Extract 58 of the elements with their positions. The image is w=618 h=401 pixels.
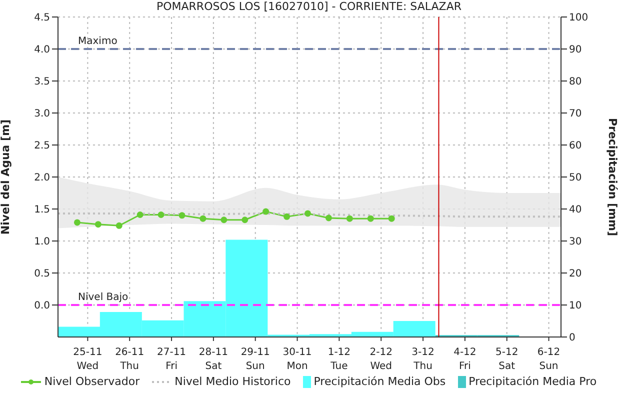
y-tick-label: 2.0 — [34, 172, 50, 184]
point — [94, 221, 102, 228]
y2-tick-label: 50 — [569, 172, 582, 184]
x-tick-label: 3-12 Thu — [412, 347, 434, 372]
y2-tick-label: 20 — [569, 268, 582, 280]
y-tick-label: 3.5 — [34, 76, 50, 88]
point — [304, 210, 312, 217]
legend-label: Nivel Medio Historico — [174, 375, 291, 388]
y-tick-label: 2.5 — [34, 140, 50, 152]
point — [136, 212, 144, 218]
point — [346, 215, 353, 222]
point — [262, 208, 270, 215]
point — [200, 215, 206, 222]
point — [116, 222, 122, 229]
point — [367, 215, 374, 222]
y-tick-label: 0.0 — [34, 300, 50, 312]
x-tick-label: 30-11 Mon — [282, 347, 312, 372]
x-tick-label: 2-12 Wed — [370, 347, 392, 372]
y2-tick-label: 80 — [569, 76, 582, 88]
y2-tick-label: 90 — [569, 44, 582, 56]
x-tick-label: 5-12 Sat — [496, 347, 518, 372]
y-tick-label: 4.0 — [34, 44, 50, 56]
y-axis-title: Nivel del Agua [m] — [0, 119, 12, 235]
point — [388, 215, 395, 222]
x-tick-label: 25-11 Wed — [73, 347, 102, 372]
y2-tick-label: 0 — [569, 332, 576, 344]
y2-tick-label: 10 — [569, 300, 582, 312]
y-tick-label: 1.5 — [34, 204, 50, 216]
y-tick-label: 1.0 — [34, 236, 50, 248]
x-tick-label: 28-11 Sat — [198, 347, 228, 372]
y-tick-label: 3.0 — [34, 108, 50, 120]
point — [325, 214, 332, 222]
legend-label: Precipitación Media Obs — [314, 375, 446, 388]
point — [178, 212, 186, 219]
chart-title: POMARROSOS LOS [16027010] - CORRIENTE: SALAZAR — [155, 0, 463, 13]
point — [284, 213, 290, 220]
point — [74, 219, 80, 226]
point — [242, 216, 248, 224]
x-tick-label: 26-11 Thu — [115, 347, 144, 372]
legend-label: Nivel Observador — [44, 375, 140, 388]
x-tick-label: 1-12 Tue — [328, 347, 351, 372]
point — [158, 212, 164, 218]
y2-tick-label: 60 — [569, 140, 582, 152]
legend-label: Precipitación Media Pro — [468, 375, 597, 388]
x-tick-label: 29-11 Sun — [240, 347, 270, 372]
y2-axis-title: Precipitación [mm] — [606, 118, 618, 236]
y-tick-label: 4.5 — [34, 12, 50, 24]
ref-line-label: Nivel Bajo — [78, 292, 128, 303]
y2-tick-label: 40 — [569, 204, 582, 216]
x-tick-label: 4-12 Fri — [454, 347, 476, 372]
ref-line-label: Maximo — [78, 36, 118, 47]
x-tick-label: 27-11 Fri — [156, 347, 186, 372]
y-tick-label: 0.5 — [34, 268, 50, 280]
y2-tick-label: 70 — [569, 108, 582, 120]
point — [220, 216, 228, 224]
x-tick-label: 6-12 Sun — [537, 347, 560, 372]
y2-tick-label: 30 — [569, 236, 582, 248]
y2-tick-label: 100 — [569, 12, 588, 24]
